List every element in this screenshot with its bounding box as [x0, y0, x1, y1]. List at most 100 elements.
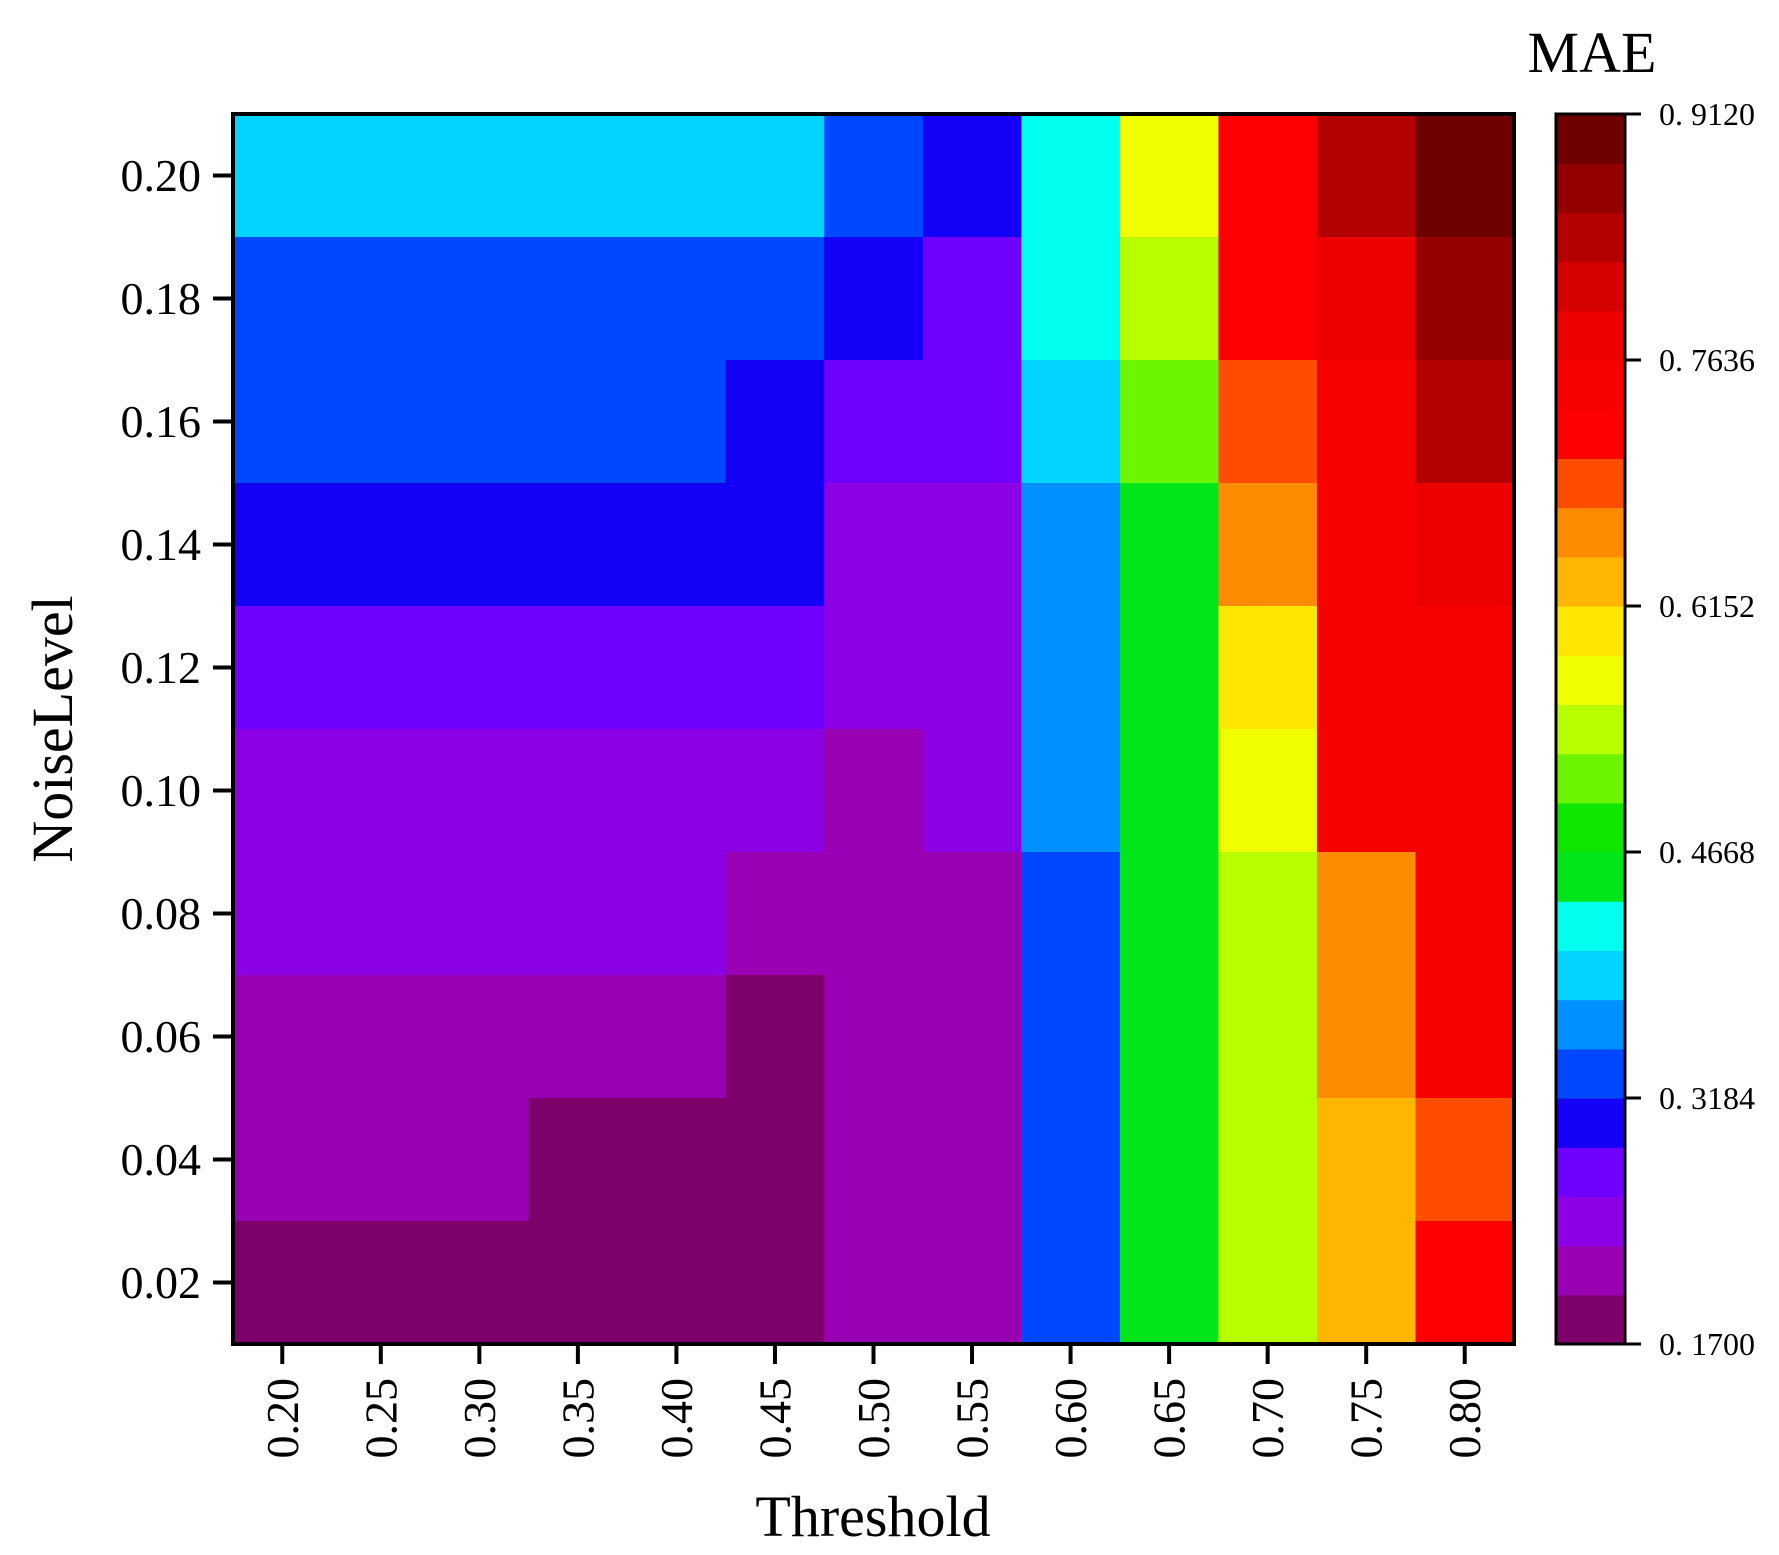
heatmap-cell-r3-c7	[922, 483, 1022, 607]
x-tick-label-9: 0.65	[1144, 1378, 1195, 1459]
heatmap-cell-r6-c10	[1218, 852, 1318, 976]
x-axis-label: Threshold	[755, 1484, 990, 1549]
heatmap-cell-r2-c3	[528, 360, 628, 484]
heatmap-cell-r1-c8	[1021, 237, 1121, 361]
heatmap-cell-r9-c8	[1021, 1221, 1121, 1345]
heatmap-cell-r8-c12	[1415, 1098, 1515, 1222]
colorbar-segment-24	[1556, 114, 1625, 164]
heatmap-cell-r0-c9	[1119, 114, 1219, 238]
heatmap-cell-r9-c12	[1415, 1221, 1515, 1345]
colorbar-segment-5	[1556, 1048, 1625, 1099]
heatmap-cell-r0-c4	[627, 114, 727, 238]
heatmap-cell-r5-c8	[1021, 729, 1121, 853]
colorbar-tick-label-0: 0. 9120	[1659, 96, 1755, 132]
colorbar-segment-8	[1556, 901, 1625, 951]
heatmap-cell-r8-c1	[331, 1098, 431, 1222]
heatmap-cell-r3-c2	[430, 483, 530, 607]
colorbar-segment-22	[1556, 212, 1625, 263]
heatmap-cell-r9-c11	[1316, 1221, 1417, 1345]
heatmap-cell-r2-c8	[1021, 360, 1121, 484]
heatmap-cell-r4-c2	[430, 606, 530, 730]
heatmap-cell-r3-c3	[528, 483, 628, 607]
heatmap-cell-r4-c12	[1415, 606, 1515, 730]
heatmap-cells	[233, 114, 1515, 1345]
heatmap-cell-r3-c4	[627, 483, 727, 607]
heatmap-cell-r1-c3	[528, 237, 628, 361]
x-tick-label-8: 0.60	[1045, 1378, 1096, 1459]
heatmap-cell-r3-c9	[1119, 483, 1219, 607]
heatmap-cell-r5-c7	[922, 729, 1022, 853]
heatmap-cell-r1-c12	[1415, 237, 1515, 361]
heatmap-cell-r0-c2	[430, 114, 530, 238]
heatmap-cell-r7-c10	[1218, 975, 1318, 1099]
colorbar-segment-19	[1556, 360, 1625, 410]
heatmap-cell-r4-c4	[627, 606, 727, 730]
heatmap-cell-r5-c0	[233, 729, 333, 853]
heatmap-cell-r1-c1	[331, 237, 431, 361]
heatmap-cell-r5-c12	[1415, 729, 1515, 853]
heatmap-cell-r7-c12	[1415, 975, 1515, 1099]
heatmap-cell-r3-c1	[331, 483, 431, 607]
heatmap-cell-r9-c2	[430, 1221, 530, 1345]
y-tick-label-3: 0.14	[121, 519, 202, 570]
colorbar-frame	[1554, 112, 1627, 1346]
heatmap-cell-r6-c7	[922, 852, 1022, 976]
colorbar-tick-label-1: 0. 7636	[1659, 342, 1755, 378]
colorbar-tick-label-2: 0. 6152	[1659, 588, 1755, 624]
heatmap-cell-r5-c6	[824, 729, 924, 853]
heatmap-cell-r8-c2	[430, 1098, 530, 1222]
x-tick-label-11: 0.75	[1341, 1378, 1392, 1459]
y-axis-label: NoiseLevel	[20, 595, 85, 862]
heatmap-cell-r8-c6	[824, 1098, 924, 1222]
heatmap-cell-r7-c3	[528, 975, 628, 1099]
y-tick-label-0: 0.20	[121, 150, 202, 201]
y-tick-label-4: 0.12	[121, 642, 202, 693]
x-tick-label-3: 0.35	[552, 1378, 603, 1459]
y-axis: 0.20 0.18 0.16 0.14 0.12 0.10 0.08 0.06 0.04 0.02	[121, 150, 233, 1308]
heatmap-cell-r2-c11	[1316, 360, 1417, 484]
heatmap-cell-r3-c8	[1021, 483, 1121, 607]
colorbar-tick-label-3: 0. 4668	[1659, 834, 1755, 870]
heatmap-cell-r3-c5	[725, 483, 825, 607]
heatmap-cell-r2-c5	[725, 360, 825, 484]
heatmap-cell-r0-c7	[922, 114, 1022, 238]
heatmap-cell-r1-c10	[1218, 237, 1318, 361]
heatmap-cell-r8-c4	[627, 1098, 727, 1222]
colorbar-segment-18	[1556, 409, 1625, 459]
heatmap-cell-r6-c11	[1316, 852, 1417, 976]
heatmap-cell-r1-c11	[1316, 237, 1417, 361]
heatmap-cell-r6-c4	[627, 852, 727, 976]
y-tick-label-8: 0.04	[121, 1134, 202, 1185]
y-tick-label-2: 0.16	[121, 396, 202, 447]
heatmap-cell-r5-c4	[627, 729, 727, 853]
colorbar-title: MAE	[1528, 20, 1657, 85]
heatmap-cell-r7-c6	[824, 975, 924, 1099]
x-tick-label-12: 0.80	[1439, 1378, 1490, 1459]
heatmap-cell-r7-c2	[430, 975, 530, 1099]
heatmap-cell-r8-c3	[528, 1098, 628, 1222]
heatmap-cell-r1-c7	[922, 237, 1022, 361]
x-tick-label-6: 0.50	[848, 1378, 899, 1459]
colorbar-segment-3	[1556, 1147, 1625, 1197]
heatmap-cell-r2-c4	[627, 360, 727, 484]
heatmap-cell-r5-c2	[430, 729, 530, 853]
y-tick-label-1: 0.18	[121, 273, 202, 324]
heatmap-cell-r5-c10	[1218, 729, 1318, 853]
colorbar-segment-12	[1556, 704, 1625, 755]
x-tick-label-0: 0.20	[257, 1378, 308, 1459]
colorbar-segment-13	[1556, 655, 1625, 705]
heatmap-cell-r4-c7	[922, 606, 1022, 730]
heatmap-cell-r1-c2	[430, 237, 530, 361]
heatmap-cell-r3-c11	[1316, 483, 1417, 607]
heatmap-cell-r6-c3	[528, 852, 628, 976]
heatmap-cell-r9-c1	[331, 1221, 431, 1345]
colorbar-segment-1	[1556, 1245, 1625, 1296]
heatmap-cell-r9-c6	[824, 1221, 924, 1345]
colorbar-tick-label-4: 0. 3184	[1659, 1080, 1755, 1116]
heatmap-cell-r9-c4	[627, 1221, 727, 1345]
heatmap-cell-r0-c3	[528, 114, 628, 238]
colorbar-segment-16	[1556, 507, 1625, 558]
heatmap-cell-r4-c3	[528, 606, 628, 730]
heatmap-cell-r6-c8	[1021, 852, 1121, 976]
